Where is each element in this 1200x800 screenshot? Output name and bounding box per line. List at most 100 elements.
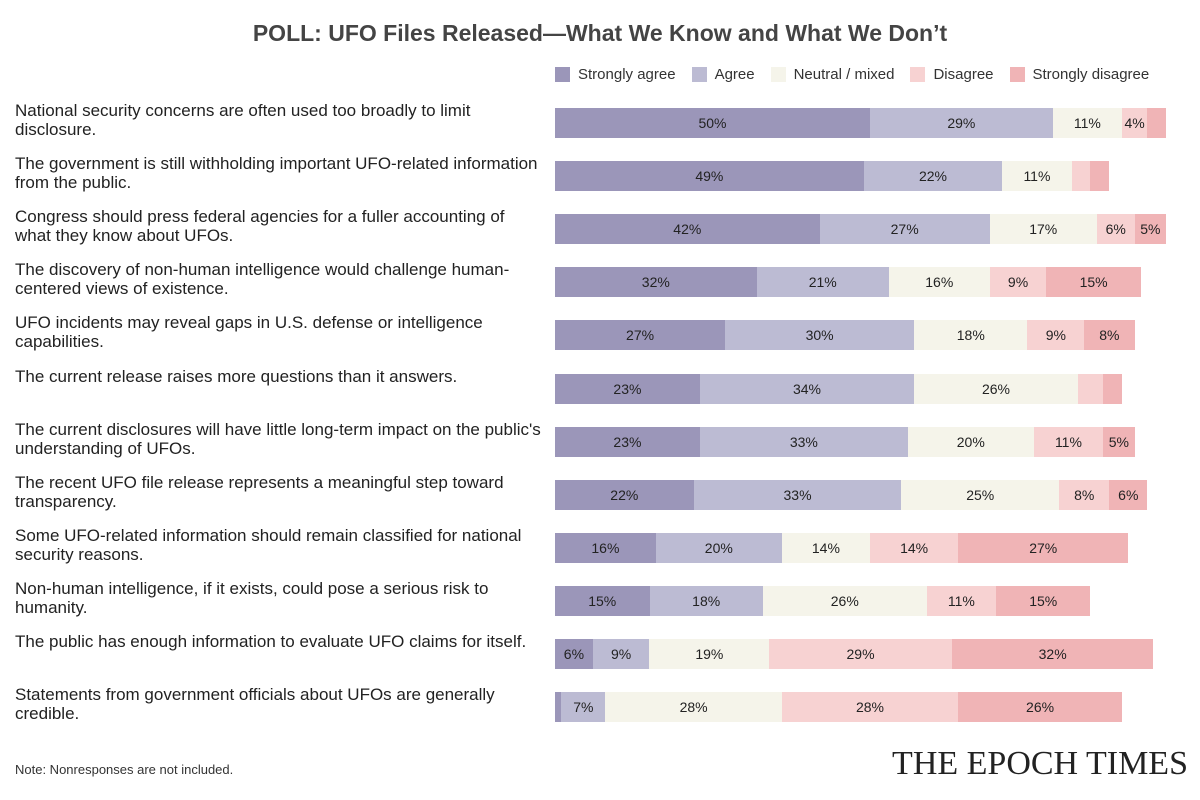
publisher-logo: THE EPOCH TIMES [892, 745, 1188, 782]
legend-swatch [910, 67, 926, 82]
bar-segment-disagree: 4% [1121, 108, 1148, 138]
data-label: 15% [1079, 274, 1108, 291]
bar-segment-neutral: 14% [781, 532, 870, 563]
bar-row: 42% 27% 17% 6% 5% [555, 214, 1167, 245]
data-label: 5% [1140, 221, 1161, 238]
data-label: 26% [981, 380, 1010, 397]
data-label: 14% [811, 539, 840, 556]
bar-segment-disagree: 14% [869, 532, 959, 563]
data-label: 21% [808, 274, 837, 291]
data-label: 17% [1029, 221, 1058, 238]
bar-row: 49% 22% 11% [555, 161, 1110, 192]
data-label: 18% [692, 592, 721, 609]
bar-row: 32% 21% 16% 9% 15% [555, 267, 1141, 298]
bar-segment-neutral: 26% [914, 373, 1078, 404]
bar-segment-strongly-disagree: 15% [995, 585, 1091, 616]
legend-swatch [1009, 67, 1025, 82]
statement-label: The discovery of non-human intelligence … [15, 260, 510, 299]
statement-label: Statements from government officials abo… [15, 685, 495, 724]
bar-segment-agree: 22% [863, 161, 1003, 192]
data-label: 42% [673, 221, 702, 238]
chart-title: POLL: UFO Files Released—What We Know an… [252, 20, 948, 46]
bar-segment-disagree: 29% [769, 639, 952, 669]
bar-segment-strongly-disagree: 5% [1134, 214, 1167, 245]
data-label: 22% [918, 168, 947, 185]
data-label: 11% [1023, 168, 1051, 185]
data-label: 30% [805, 327, 834, 344]
statement-label: The government is still withholding impo… [15, 154, 538, 193]
legend-item-strongly-agree: Strongly agree [555, 66, 676, 83]
bar-segment-neutral: 26% [762, 585, 927, 616]
bar-segment-strongly-disagree: 6% [1109, 479, 1148, 510]
bar-segment-neutral: 17% [989, 214, 1097, 245]
data-label: 22% [610, 486, 639, 503]
bar-segment-agree: 30% [725, 320, 915, 351]
bar-segment-neutral: 11% [1052, 108, 1122, 138]
bar-row: 23% 33% 20% 11% 5% [555, 426, 1135, 457]
bar-segment-disagree: 28% [781, 692, 959, 723]
statement-label: The recent UFO file release represents a… [15, 472, 504, 511]
bar-segment-neutral: 19% [649, 639, 770, 669]
data-label: 29% [846, 646, 875, 662]
bar-segment-strongly-agree: 32% [555, 267, 757, 298]
bar-segment-strongly-disagree: 15% [1046, 267, 1141, 298]
bar-segment-strongly-agree [555, 692, 562, 723]
bar-segment-neutral: 11% [1002, 161, 1072, 192]
bar-segment-strongly-disagree [1103, 373, 1122, 404]
statement-label: Congress should press federal agencies f… [15, 207, 505, 246]
bar-segment-strongly-disagree: 5% [1103, 426, 1135, 457]
data-label: 34% [792, 380, 821, 397]
data-label: 7% [573, 699, 594, 716]
legend-label: Disagree [933, 66, 994, 83]
legend-item-neutral: Neutral / mixed [770, 66, 895, 83]
bar-segment-neutral: 20% [907, 426, 1034, 457]
bar-segment-disagree: 11% [1033, 426, 1104, 457]
bar-segment-strongly-agree: 23% [555, 426, 700, 457]
data-label: 23% [613, 380, 642, 397]
legend-label: Strongly disagree [1032, 66, 1150, 83]
bar-row: 22% 33% 25% 8% 6% [555, 479, 1148, 510]
data-label: 11% [1073, 115, 1101, 131]
data-label: 28% [679, 699, 708, 716]
bar-segment-disagree: 6% [1096, 214, 1135, 245]
bar-row: 50% 29% 11% 4% [555, 108, 1167, 138]
data-label: 33% [783, 486, 812, 503]
data-label: 25% [966, 486, 995, 503]
bar-segment-disagree: 9% [989, 267, 1047, 298]
bar-segment-strongly-agree: 6% [555, 639, 593, 669]
data-label: 19% [695, 646, 724, 662]
bar-segment-disagree [1071, 161, 1091, 192]
data-label: 6% [1105, 221, 1126, 238]
bar-segment-strongly-agree: 27% [555, 320, 726, 351]
bar-segment-strongly-agree: 15% [555, 585, 650, 616]
legend-item-agree: Agree [691, 66, 755, 83]
bar-row: 27% 30% 18% 9% 8% [555, 320, 1135, 351]
data-label: 15% [588, 592, 617, 609]
bar-segment-disagree: 8% [1058, 479, 1110, 510]
bar-segment-neutral: 16% [888, 267, 990, 298]
bar-segment-agree: 7% [561, 692, 606, 723]
legend-label: Neutral / mixed [793, 66, 895, 83]
footnote: Note: Nonresponses are not included. [15, 762, 234, 777]
statement-label: The current disclosures will have little… [15, 419, 541, 458]
data-label: 28% [855, 699, 884, 716]
bar-segment-strongly-agree: 50% [555, 108, 870, 138]
data-label: 4% [1124, 115, 1145, 131]
data-label: 32% [641, 274, 670, 291]
bar-segment-agree: 34% [699, 373, 915, 404]
bar-segment-agree: 33% [693, 479, 902, 510]
bar-segment-agree: 33% [699, 426, 908, 457]
data-label: 49% [695, 168, 724, 185]
legend-item-strongly-disagree: Strongly disagree [1009, 66, 1150, 83]
legend-swatch [555, 67, 570, 82]
statement-label: National security concerns are often use… [15, 101, 471, 139]
bar-segment-strongly-disagree: 27% [958, 532, 1129, 563]
data-label: 9% [611, 646, 632, 662]
bar-row: 23% 34% 26% [555, 373, 1122, 404]
data-label: 16% [591, 539, 620, 556]
bar-segment-agree: 27% [819, 214, 990, 245]
data-label: 6% [1118, 486, 1139, 503]
bar-segment-agree: 18% [649, 585, 763, 616]
data-label: 26% [1026, 699, 1055, 716]
bar-row: 6% 9% 19% 29% 32% [555, 639, 1154, 669]
